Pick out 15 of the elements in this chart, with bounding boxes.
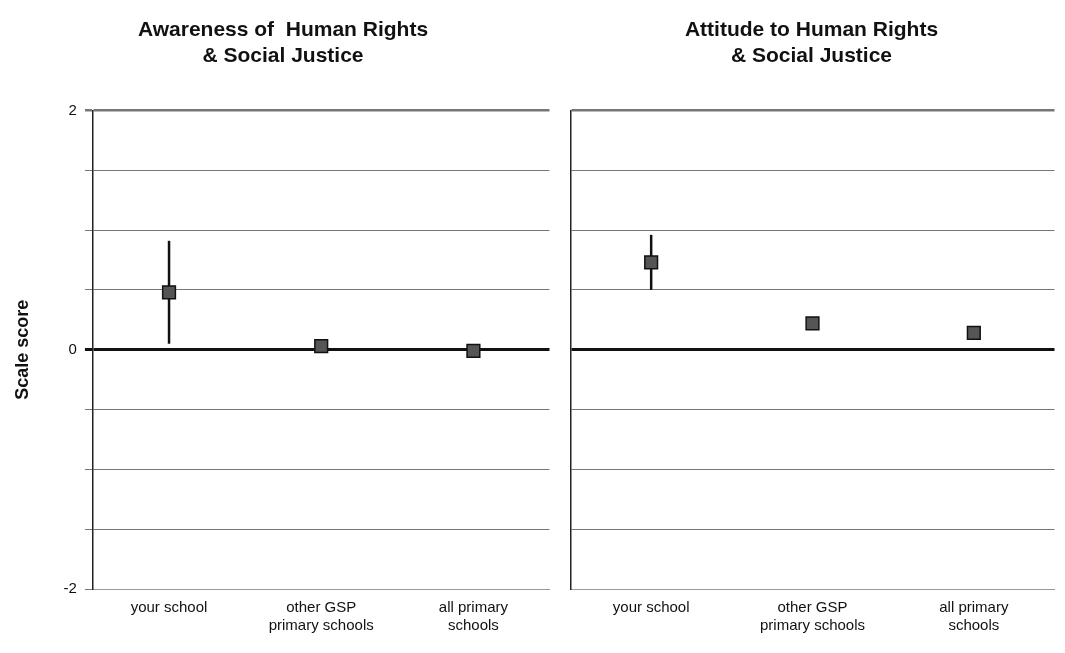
x-tick-label: your school [130, 598, 208, 616]
x-tick-label: other GSP primary schools [759, 598, 866, 634]
x-tick-label: other GSP primary schools [268, 598, 374, 634]
y-tick-label: -2 [63, 579, 77, 597]
point [314, 339, 329, 354]
x-tick-label: your school [612, 598, 690, 616]
chart-title: Awareness of Human Rights & Social Justice [137, 17, 429, 66]
point [161, 285, 177, 300]
y-tick-label: 2 [68, 100, 77, 118]
y-axis-title: Scale score [11, 299, 32, 400]
x-tick-label: all primary schools [438, 598, 509, 634]
y-tick-label: 0 [68, 339, 77, 357]
point [466, 343, 481, 359]
x-tick-label: all primary schools [939, 598, 1009, 634]
chart-title: Attitude to Human Rights & Social Justice [684, 17, 939, 66]
